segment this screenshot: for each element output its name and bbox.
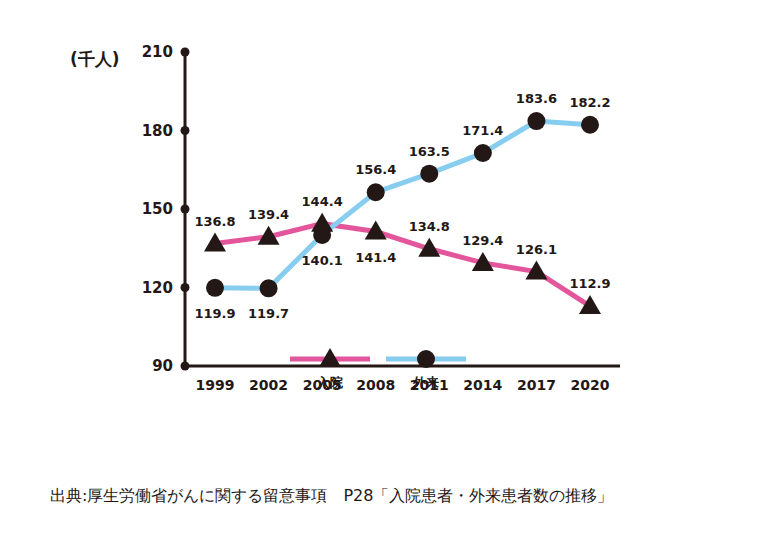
svg-text:90: 90 (152, 357, 173, 375)
svg-text:163.5: 163.5 (409, 144, 450, 159)
svg-text:119.9: 119.9 (194, 306, 235, 321)
svg-text:171.4: 171.4 (462, 123, 503, 138)
svg-text:139.4: 139.4 (248, 207, 289, 222)
svg-text:2011: 2011 (410, 377, 449, 393)
svg-text:129.4: 129.4 (462, 233, 503, 248)
svg-text:136.8: 136.8 (194, 214, 235, 229)
svg-text:1999: 1999 (196, 377, 235, 393)
svg-text:112.9: 112.9 (569, 276, 610, 291)
svg-text:182.2: 182.2 (569, 95, 610, 110)
svg-text:126.1: 126.1 (516, 242, 557, 257)
svg-text:2020: 2020 (571, 377, 610, 393)
svg-text:2005: 2005 (303, 377, 342, 393)
svg-text:2017: 2017 (517, 377, 556, 393)
svg-text:180: 180 (142, 122, 173, 140)
svg-text:120: 120 (142, 279, 173, 297)
svg-text:150: 150 (142, 200, 173, 218)
svg-text:156.4: 156.4 (355, 162, 396, 177)
svg-text:2014: 2014 (463, 377, 502, 393)
svg-text:134.8: 134.8 (409, 219, 450, 234)
svg-text:2008: 2008 (356, 377, 395, 393)
svg-text:183.6: 183.6 (516, 91, 557, 106)
svg-text:140.1: 140.1 (302, 253, 343, 268)
svg-text:144.4: 144.4 (302, 194, 343, 209)
svg-text:210: 210 (142, 43, 173, 61)
svg-text:119.7: 119.7 (248, 306, 289, 321)
svg-text:141.4: 141.4 (355, 250, 396, 265)
svg-text:2002: 2002 (249, 377, 288, 393)
